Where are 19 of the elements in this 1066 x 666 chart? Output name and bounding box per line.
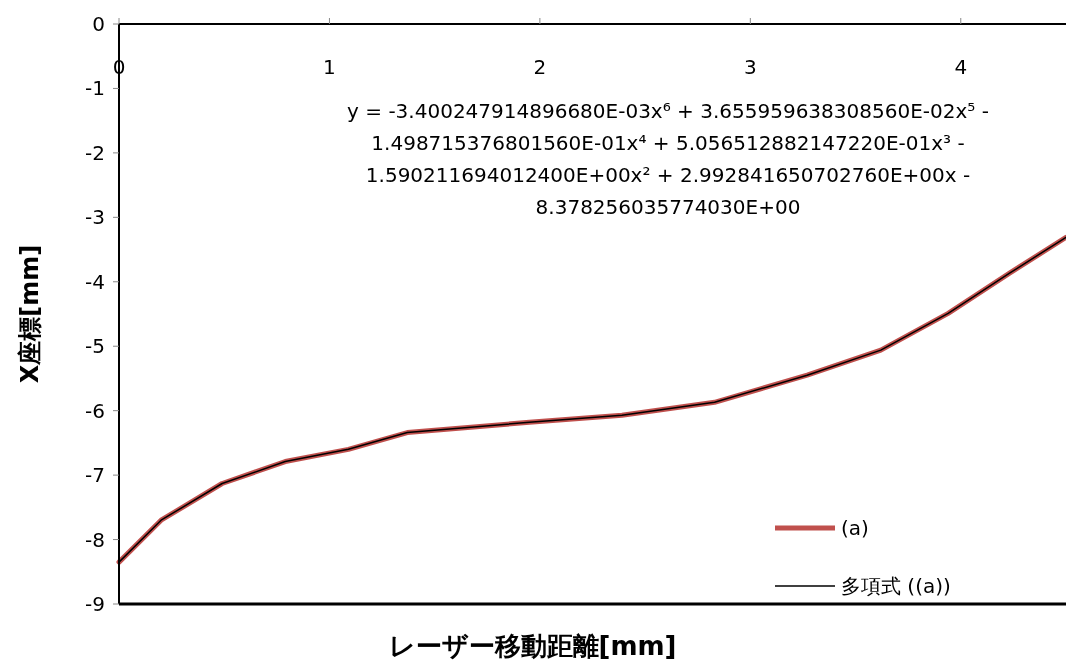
- legend-label: 多項式 ((a)): [841, 574, 951, 598]
- y-tick-label: -2: [85, 140, 105, 165]
- legend-label: (a): [841, 516, 869, 540]
- y-tick-label: -4: [85, 269, 105, 294]
- y-tick-label: -1: [85, 76, 105, 101]
- y-tick-label: -9: [85, 592, 105, 616]
- x-tick-label: 3: [743, 55, 757, 79]
- x-axis-title: レーザー移動距離[mm]: [388, 631, 677, 661]
- x-tick-label: 4: [954, 55, 968, 79]
- y-tick-label: 0: [92, 12, 105, 36]
- y-axis-title: X座標[mm]: [16, 244, 44, 384]
- y-tick-label: -6: [85, 398, 105, 423]
- y-tick-label: -3: [85, 205, 105, 230]
- annotation: y = -3.400247914896680E-03x⁶ + 3.655959638308560E-02x⁵ - 1.498715376801560E-01x⁴ + 5.056512882147220E-01x³ - 1.590211694012400E+00x² + 2.992841650702760E+00x - 8.378256035774030E+00: [347, 99, 989, 219]
- y-tick-label: -5: [85, 334, 105, 359]
- x-tick-label: 2: [533, 55, 547, 79]
- y-tick-label: -8: [85, 527, 105, 552]
- x-tick-label: 1: [323, 55, 336, 79]
- y-tick-label: -7: [85, 463, 105, 488]
